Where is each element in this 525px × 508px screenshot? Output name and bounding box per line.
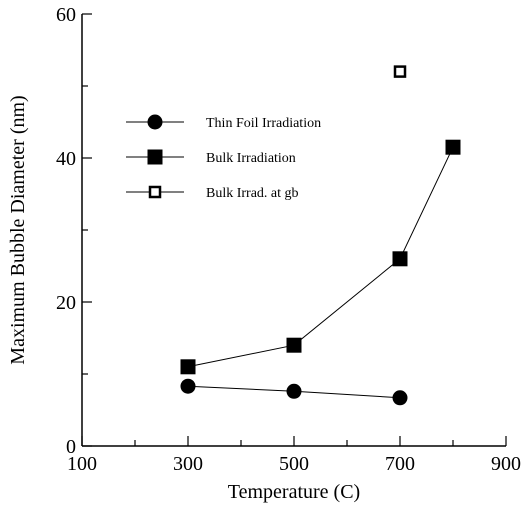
x-tick-label: 300 bbox=[173, 453, 203, 475]
data-point-series-0 bbox=[180, 378, 196, 394]
tick-marks bbox=[81, 13, 507, 447]
data-point-series-2 bbox=[393, 65, 407, 78]
y-axis-title: Maximum Bubble Diameter (nm) bbox=[7, 95, 29, 364]
series-lines bbox=[187, 146, 454, 399]
series-markers bbox=[180, 65, 461, 406]
axes bbox=[81, 14, 506, 447]
data-point-series-1 bbox=[392, 251, 408, 267]
y-tick-label: 0 bbox=[66, 436, 76, 458]
y-tick-label: 40 bbox=[56, 148, 76, 170]
legend-label: Bulk Irradiation bbox=[206, 151, 296, 166]
legend-marker bbox=[147, 114, 163, 130]
x-tick-label: 100 bbox=[67, 453, 97, 475]
data-point-series-1 bbox=[445, 139, 461, 155]
legend: Thin Foil Irradiation Bulk Irradiation Bul… bbox=[126, 114, 321, 201]
series-line-1 bbox=[187, 146, 454, 368]
data-point-series-0 bbox=[286, 383, 302, 399]
x-tick-label: 700 bbox=[385, 453, 415, 475]
data-point-series-1 bbox=[180, 359, 196, 375]
data-point-series-1 bbox=[286, 337, 302, 353]
x-axis-title: Temperature (C) bbox=[228, 481, 360, 503]
x-tick-label: 900 bbox=[491, 453, 521, 475]
y-tick-label: 60 bbox=[56, 4, 76, 26]
legend-marker bbox=[147, 149, 163, 165]
legend-label: Bulk Irrad. at gb bbox=[206, 186, 299, 201]
data-point-series-0 bbox=[392, 390, 408, 406]
legend-label: Thin Foil Irradiation bbox=[206, 116, 321, 131]
y-tick-label: 20 bbox=[56, 292, 76, 314]
tick-labels: 100 300 500 700 900 0 20 40 60 bbox=[56, 4, 521, 475]
legend-marker bbox=[148, 185, 162, 199]
x-tick-label: 500 bbox=[279, 453, 309, 475]
